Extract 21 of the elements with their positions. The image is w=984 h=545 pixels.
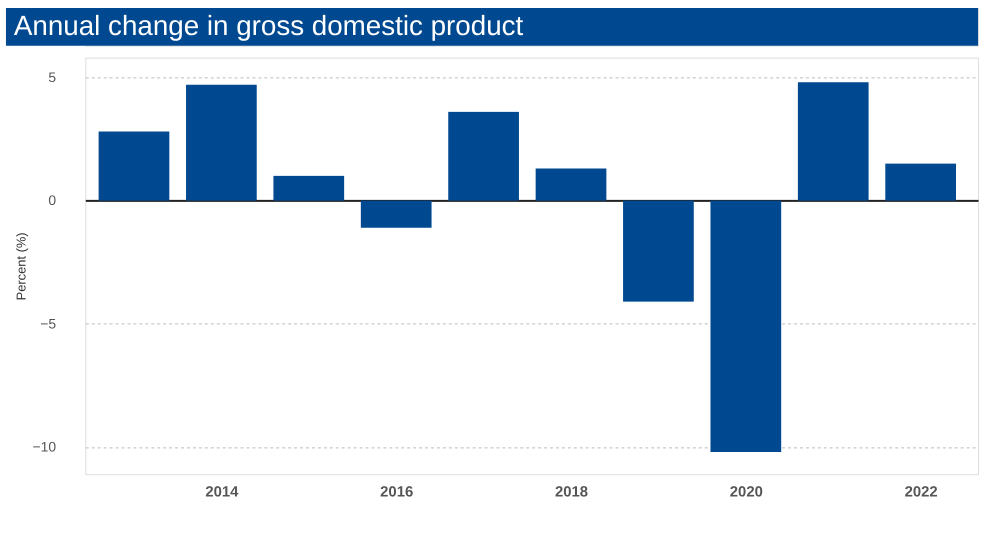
bar bbox=[273, 176, 344, 201]
bar bbox=[448, 112, 519, 201]
bar bbox=[186, 84, 257, 201]
y-tick-label: −10 bbox=[32, 438, 56, 455]
chart-title: Annual change in gross domestic product bbox=[14, 10, 524, 41]
bar bbox=[360, 200, 432, 228]
y-axis-title: Percent (%) bbox=[14, 232, 29, 300]
y-tick-label: 0 bbox=[48, 192, 56, 208]
bar bbox=[536, 168, 606, 201]
bar bbox=[710, 200, 782, 452]
x-tick-label: 2014 bbox=[205, 484, 240, 501]
x-tick-label: 2016 bbox=[380, 484, 414, 501]
x-tick-label: 2020 bbox=[730, 484, 763, 501]
x-tick-label: 2018 bbox=[554, 484, 588, 501]
bar bbox=[885, 164, 956, 201]
bar bbox=[98, 132, 170, 201]
bar bbox=[798, 82, 869, 201]
y-tick-label: −5 bbox=[40, 315, 56, 332]
x-tick-label: 2022 bbox=[904, 484, 938, 501]
y-tick-label: 5 bbox=[48, 68, 56, 85]
bar bbox=[623, 200, 694, 302]
